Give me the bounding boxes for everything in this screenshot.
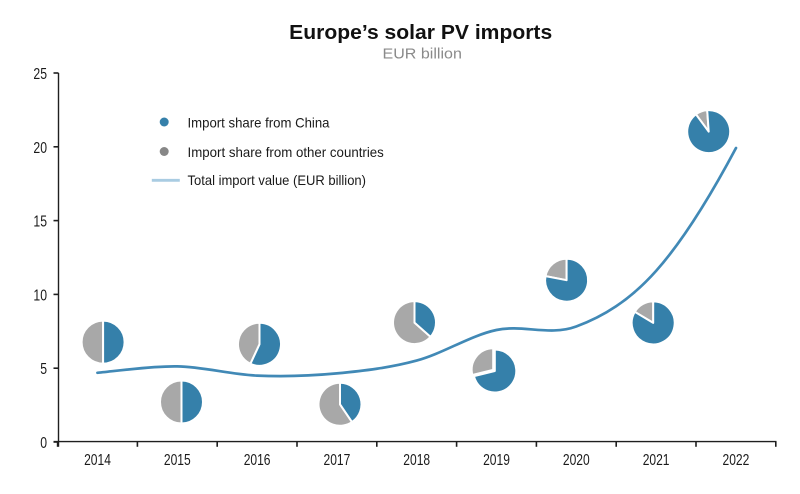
svg-text:2014: 2014 xyxy=(84,452,111,469)
svg-text:2021: 2021 xyxy=(643,452,670,469)
svg-text:Import share from other countr: Import share from other countries xyxy=(188,145,384,160)
svg-text:2015: 2015 xyxy=(164,452,191,469)
svg-text:Import share from China: Import share from China xyxy=(188,115,330,130)
svg-text:15: 15 xyxy=(33,214,47,231)
svg-text:2018: 2018 xyxy=(403,452,430,469)
svg-text:2020: 2020 xyxy=(563,452,590,469)
svg-text:0: 0 xyxy=(40,435,47,452)
svg-text:Europe’s solar PV imports: Europe’s solar PV imports xyxy=(289,21,552,44)
svg-text:2017: 2017 xyxy=(324,452,351,469)
svg-text:25: 25 xyxy=(33,66,47,83)
svg-text:2019: 2019 xyxy=(483,452,510,469)
svg-text:2016: 2016 xyxy=(244,452,271,469)
svg-text:10: 10 xyxy=(33,287,47,304)
svg-text:2022: 2022 xyxy=(723,452,750,469)
svg-text:Total import value (EUR billio: Total import value (EUR billion) xyxy=(188,173,367,188)
svg-text:EUR billion: EUR billion xyxy=(383,46,462,62)
svg-text:5: 5 xyxy=(40,361,47,378)
svg-text:20: 20 xyxy=(33,140,47,157)
